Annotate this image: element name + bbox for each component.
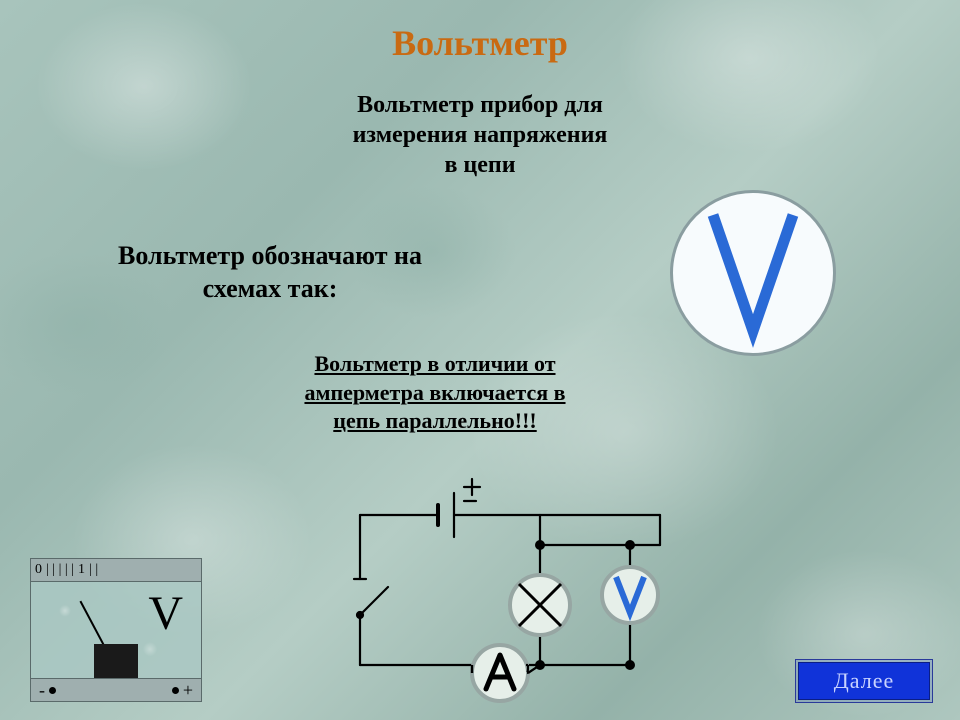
terminal-minus: -: [39, 680, 56, 701]
scale-ticks-2: | |: [89, 562, 98, 578]
circuit-diagram: [330, 475, 720, 705]
ammeter-node: [472, 645, 528, 701]
meter-scale: 0 | | | | | 1 | |: [31, 559, 201, 582]
meter-terminals: - +: [31, 678, 201, 701]
meter-face: V: [31, 582, 201, 678]
next-button[interactable]: Далее: [798, 662, 930, 700]
terminal-plus: +: [172, 680, 193, 701]
voltmeter-node: [602, 567, 658, 623]
scale-zero: 0: [35, 562, 42, 578]
connection-note: Вольтметр в отличии отамперметра включае…: [255, 350, 615, 436]
description-text: Вольтметр прибор дляизмерения напряжения…: [0, 90, 960, 180]
scale-ticks: | | | | |: [46, 562, 74, 578]
lamp-symbol: [510, 575, 570, 635]
meter-knob: [94, 644, 138, 678]
voltmeter-symbol: [670, 190, 836, 356]
schematic-label: Вольтметр обозначают насхемах так:: [60, 240, 480, 305]
analog-voltmeter: 0 | | | | | 1 | | V - +: [30, 558, 202, 702]
scale-one: 1: [78, 562, 85, 578]
meter-unit: V: [148, 586, 183, 641]
page-title: Вольтметр: [0, 22, 960, 64]
